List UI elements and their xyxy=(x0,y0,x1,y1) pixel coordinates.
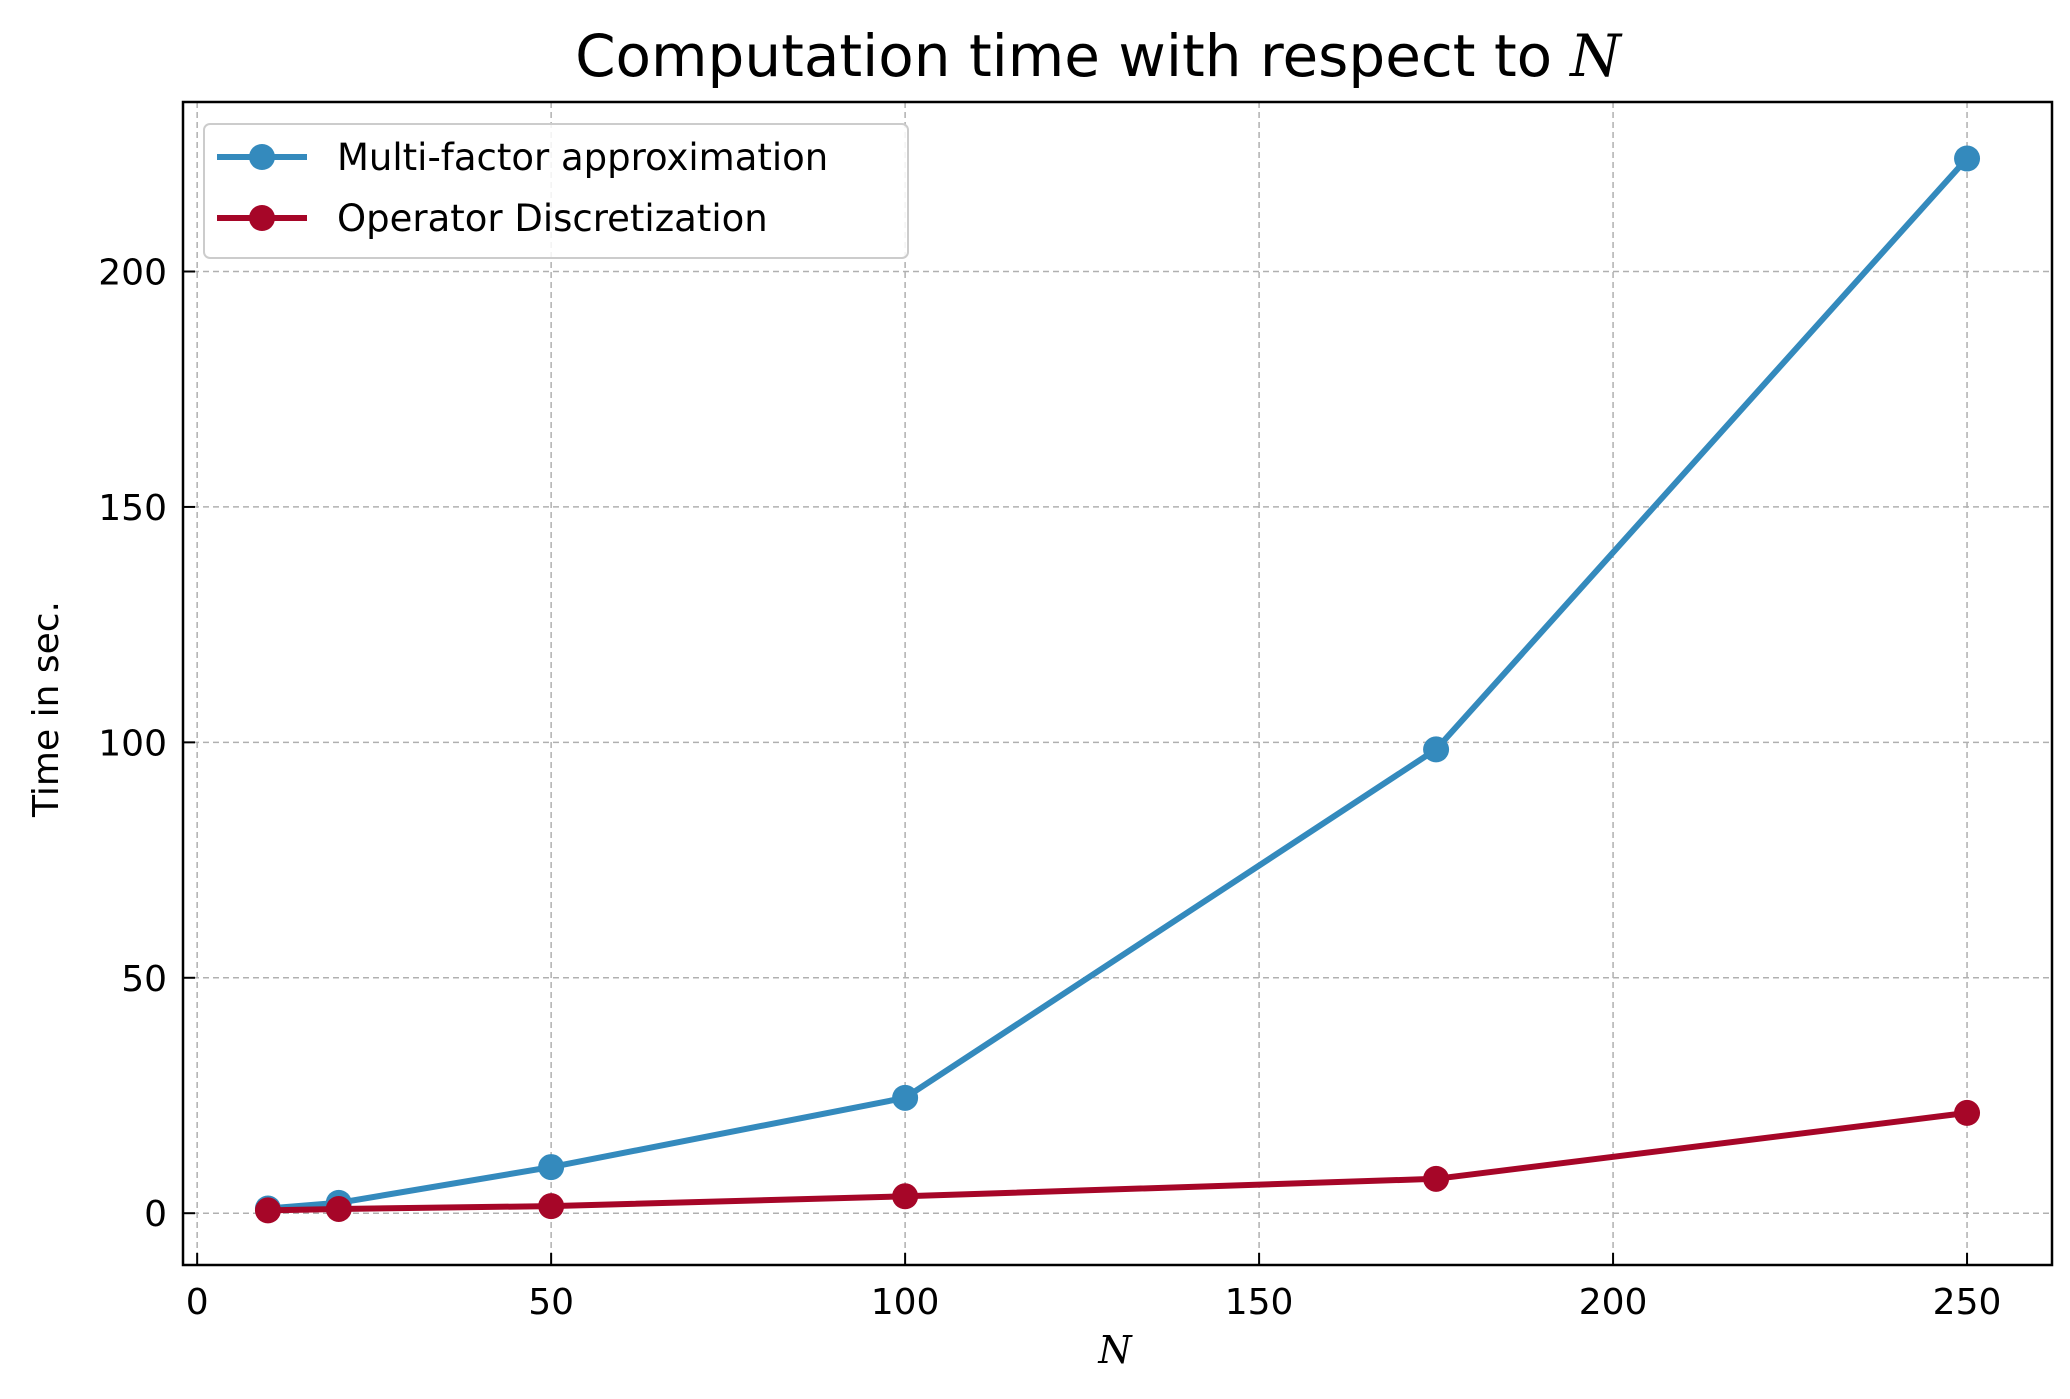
x-tick-label: 250 xyxy=(1933,1282,2002,1323)
legend-label-2: Operator Discretization xyxy=(337,197,768,240)
x-tick-label: 0 xyxy=(186,1282,209,1323)
series-1-point xyxy=(538,1154,565,1181)
series-2-point xyxy=(254,1197,281,1224)
y-tick-label: 0 xyxy=(144,1194,167,1235)
series-2-point xyxy=(325,1195,352,1222)
grid xyxy=(183,102,2052,1265)
y-axis-label: Time in sec. xyxy=(26,601,67,818)
legend-swatch-marker-1 xyxy=(249,144,275,170)
x-tick-label: 150 xyxy=(1225,1282,1294,1323)
series-1-point xyxy=(892,1084,919,1111)
x-axis-label: N xyxy=(1097,1328,1133,1372)
x-tick-label: 100 xyxy=(871,1282,940,1323)
plot-frame xyxy=(181,100,2054,1267)
legend: Multi-factor approximation Operator Disc… xyxy=(203,123,909,259)
y-tick-label: 150 xyxy=(98,488,167,529)
x-tick-label: 200 xyxy=(1579,1282,1648,1323)
y-tick-label: 100 xyxy=(98,723,167,764)
series-layer xyxy=(254,145,1981,1224)
series-2 xyxy=(254,1099,1981,1224)
legend-swatch-marker-2 xyxy=(249,205,275,231)
legend-label-1: Multi-factor approximation xyxy=(337,136,828,179)
series-2-point xyxy=(892,1183,919,1210)
y-tick-label: 50 xyxy=(121,959,167,1000)
legend-box xyxy=(203,123,909,259)
legend-entry-1: Multi-factor approximation xyxy=(217,136,828,179)
chart-title-text: Computation time with respect to xyxy=(575,22,1552,90)
x-tick-label: 50 xyxy=(528,1282,574,1323)
series-1-point xyxy=(1954,145,1981,172)
series-2-point xyxy=(538,1193,565,1220)
series-2-point xyxy=(1954,1099,1981,1126)
y-tick-label: 200 xyxy=(98,253,167,294)
series-1-point xyxy=(1423,736,1450,763)
chart-title-math: N xyxy=(1568,22,1623,90)
chart-title: Computation time with respect to N xyxy=(575,22,1623,90)
series-2-point xyxy=(1423,1165,1450,1192)
ticks: 0 50 100 150 200 250 0 50 100 150 200 xyxy=(98,253,2001,1323)
legend-entry-2: Operator Discretization xyxy=(217,197,768,240)
